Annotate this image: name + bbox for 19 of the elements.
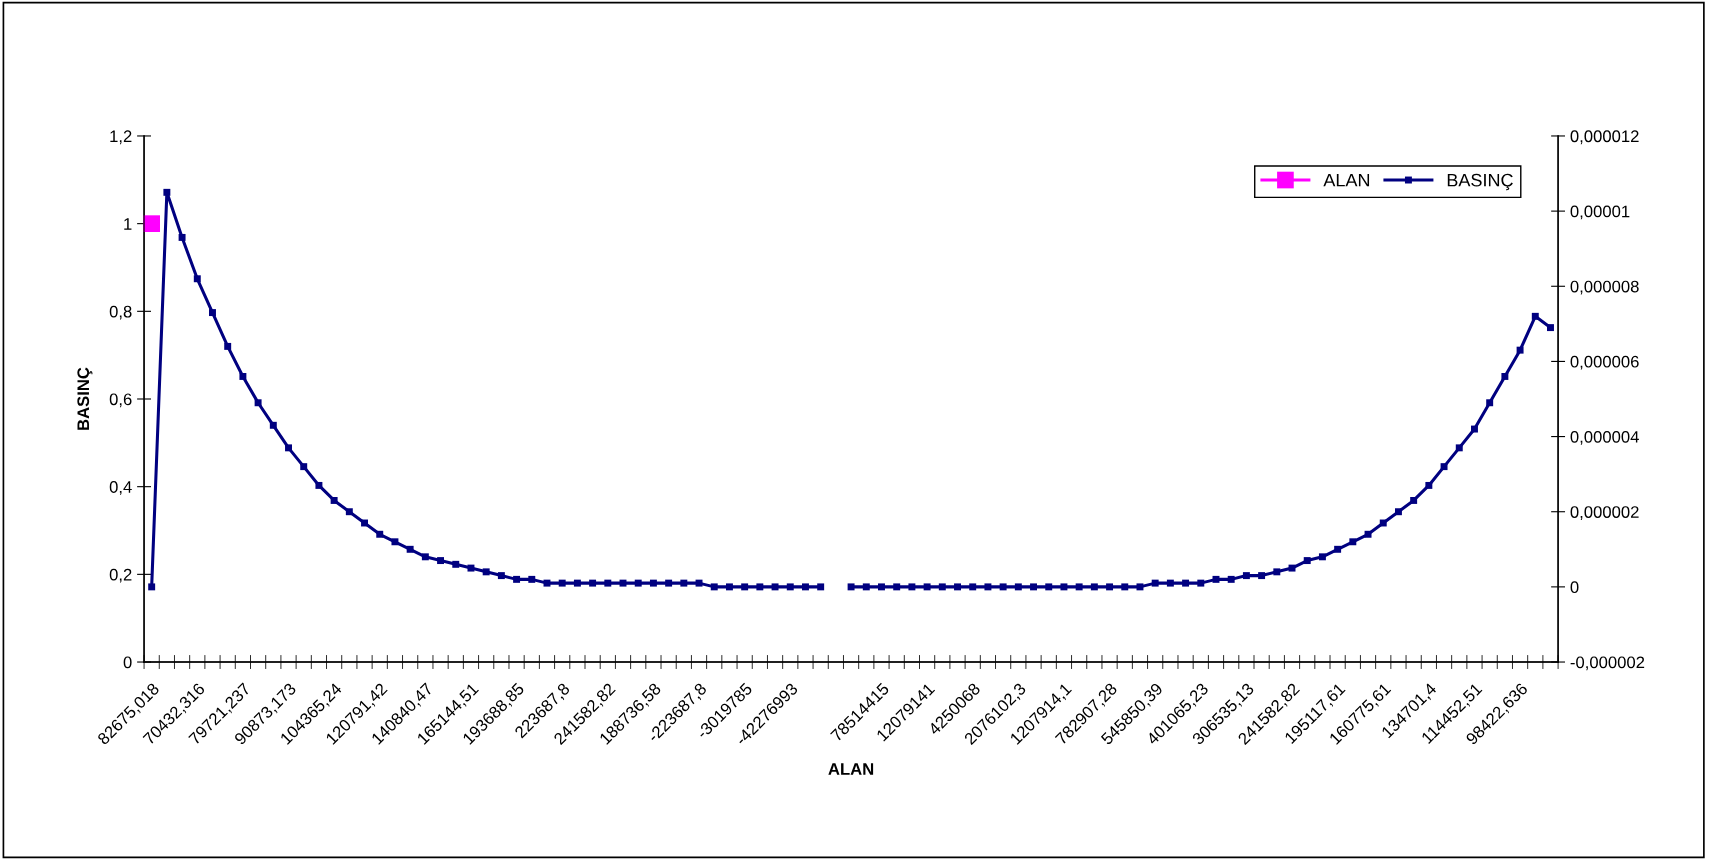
legend-label: BASINÇ — [1447, 173, 1513, 191]
y2-tick-label: 0,000008 — [1570, 280, 1639, 295]
y2-tick-label: 0,000012 — [1570, 130, 1639, 145]
y-tick-label: 0,6 — [109, 393, 132, 408]
y2-tick-label: 0,000002 — [1570, 506, 1639, 520]
y-tick-label: 0 — [123, 656, 132, 669]
y-tick-label: 0,4 — [109, 481, 132, 495]
legend-label: ALAN — [1323, 173, 1370, 187]
y2-tick-label: 0,000004 — [1570, 430, 1639, 445]
y-tick-label: 0,8 — [109, 305, 132, 320]
y2-tick-label: 0 — [1570, 581, 1579, 594]
y-tick-label: 1 — [124, 218, 132, 230]
x-axis-title: ALAN — [828, 763, 874, 775]
y2-tick-label: 0,00001 — [1570, 205, 1630, 220]
y-axis-title: BASINÇ — [77, 367, 93, 430]
y-tick-label: 1,2 — [110, 130, 132, 145]
y-tick-label: 0,2 — [109, 568, 132, 583]
y2-tick-label: -0,000002 — [1570, 656, 1645, 671]
y2-tick-label: 0,000006 — [1570, 355, 1639, 370]
